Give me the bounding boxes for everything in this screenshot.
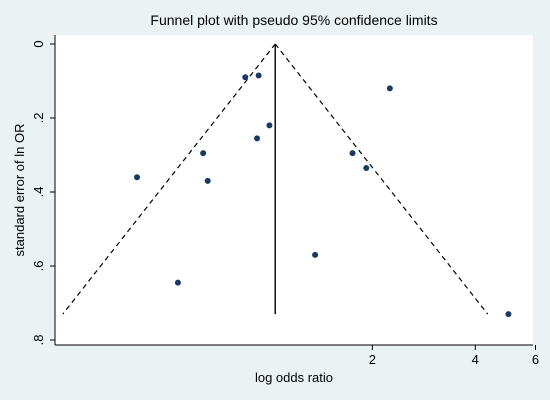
plot-area (55, 35, 533, 345)
data-point (386, 85, 393, 92)
x-tick-label: 2 (369, 352, 376, 367)
data-point (174, 279, 181, 286)
y-axis-title: standard error of ln OR (12, 124, 27, 257)
data-point (204, 177, 211, 184)
data-point (134, 174, 141, 181)
y-tick-label: 0 (31, 40, 46, 47)
y-tick-label: .6 (31, 261, 46, 272)
y-tick-label: .4 (31, 187, 46, 198)
data-point (363, 164, 370, 171)
data-point (349, 150, 356, 157)
chart-title: Funnel plot with pseudo 95% confidence l… (150, 12, 437, 28)
data-point (200, 150, 207, 157)
ci-lower-limit-line (62, 43, 276, 315)
data-point (312, 251, 319, 258)
x-axis-title: log odds ratio (255, 370, 333, 385)
ci-upper-limit-line (274, 43, 489, 315)
y-tick-label: .2 (31, 113, 46, 124)
y-tick-label: .8 (31, 335, 46, 346)
data-point (255, 72, 262, 79)
data-point (505, 311, 512, 318)
data-point (242, 74, 249, 81)
data-point (254, 135, 261, 142)
x-tick-label: 6 (532, 352, 539, 367)
data-point (266, 122, 273, 129)
x-tick-label: 4 (472, 352, 479, 367)
